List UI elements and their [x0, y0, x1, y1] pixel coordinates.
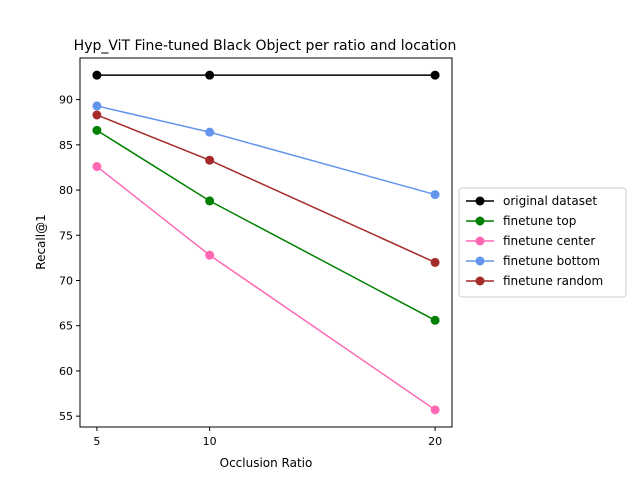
legend-label: finetune center	[503, 234, 595, 248]
series-3	[92, 101, 440, 200]
x-tick-label: 10	[203, 435, 217, 448]
y-tick-label: 75	[59, 229, 73, 242]
legend-entry: finetune center	[466, 234, 595, 248]
legend-entry: original dataset	[466, 194, 597, 208]
data-point	[92, 70, 102, 80]
legend-entry: finetune bottom	[466, 254, 600, 268]
series-2	[92, 162, 440, 415]
data-point	[430, 257, 440, 267]
series-4	[92, 110, 440, 267]
y-tick-label: 85	[59, 139, 73, 152]
data-point	[205, 250, 215, 260]
data-point	[430, 315, 440, 325]
legend-marker	[475, 236, 485, 246]
legend-marker	[475, 196, 485, 206]
data-point	[92, 162, 102, 172]
data-point	[430, 405, 440, 415]
legend: original dataset finetune top finetune cen…	[458, 187, 627, 298]
y-tick-label: 65	[59, 320, 73, 333]
legend-marker	[475, 216, 485, 226]
x-axis: 5 10 20	[93, 427, 442, 448]
data-point	[205, 127, 215, 137]
legend-label: original dataset	[503, 194, 597, 208]
plot-area	[79, 57, 453, 428]
data-point	[205, 70, 215, 80]
series-0	[92, 70, 440, 80]
legend-entry: finetune top	[466, 214, 576, 228]
y-axis-label: Recall@1	[34, 214, 48, 269]
y-tick-label: 60	[59, 365, 73, 378]
y-tick-label: 70	[59, 274, 73, 287]
legend-label: finetune top	[503, 214, 576, 228]
x-axis-label: Occlusion Ratio	[220, 456, 313, 470]
data-point	[430, 190, 440, 200]
data-point	[205, 155, 215, 165]
legend-label: finetune bottom	[503, 254, 600, 268]
legend-entry: finetune random	[466, 274, 603, 288]
y-tick-label: 90	[59, 94, 73, 107]
y-tick-label: 80	[59, 184, 73, 197]
chart-title: Hyp_ViT Fine-tuned Black Object per rati…	[74, 38, 457, 54]
legend-box	[458, 187, 627, 298]
legend-marker	[475, 256, 485, 266]
y-axis: 55 60 65 70 75 80 85 90	[59, 94, 80, 423]
data-point	[205, 196, 215, 206]
x-tick-label: 20	[428, 435, 442, 448]
data-point	[430, 70, 440, 80]
data-point	[92, 110, 102, 120]
series-layer	[92, 70, 440, 415]
x-tick-label: 5	[93, 435, 100, 448]
data-point	[92, 101, 102, 111]
y-tick-label: 55	[59, 410, 73, 423]
series-1	[92, 125, 440, 325]
legend-marker	[475, 276, 485, 286]
legend-label: finetune random	[503, 274, 603, 288]
data-point	[92, 125, 102, 135]
